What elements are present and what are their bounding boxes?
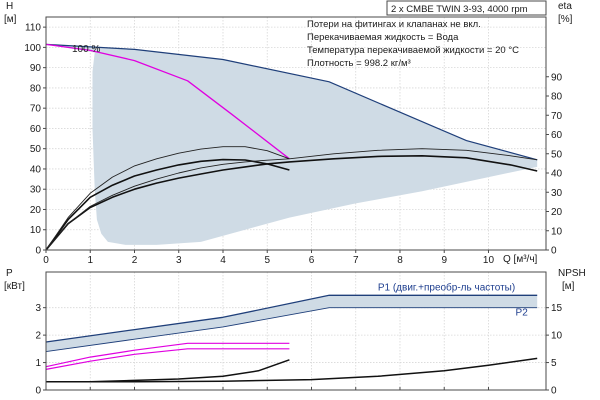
qh-plot: 0102030405060708090100110010203040506070… [24, 16, 563, 266]
top-y2-tick-label: 0 [551, 246, 557, 257]
top-y-tick-label: 40 [30, 164, 42, 175]
top-x-tick-label: 1 [87, 255, 93, 266]
top-y-axis-label: H [6, 1, 13, 12]
top-y2-axis-unit: [%] [558, 14, 573, 25]
bottom-y-tick-label: 0 [35, 386, 41, 397]
top-y2-tick-label: 70 [551, 111, 563, 122]
top-y2-tick-label: 20 [551, 207, 563, 218]
qh-series-line-4 [45, 146, 290, 251]
top-y2-tick-label: 80 [551, 92, 563, 103]
info-line-4: Плотность = 998.2 кг/м³ [307, 58, 411, 69]
power-series-line-0 [45, 294, 538, 343]
power-series-label-1: P2 [516, 307, 529, 318]
power-series-label-0: P1 (двиг.+преобр-ль частоты) [378, 282, 515, 294]
top-y-tick-label: 100 [24, 43, 41, 54]
top-y2-tick-label: 50 [551, 149, 563, 160]
curve-percentage-label: 100 % [72, 44, 100, 55]
bottom-y-tick-label: 1 [35, 358, 41, 369]
bottom-y-tick-label: 3 [35, 303, 41, 314]
power-envelope-area [46, 295, 538, 352]
top-y-tick-label: 70 [30, 104, 42, 115]
qh-series-line-0 [45, 43, 290, 160]
qh-series-line-2 [45, 158, 290, 251]
power-npsh-plot: 0 1 2 3 0 5 10 15 P1 (двиг.+преобр-ль частоты) P2 [35, 271, 563, 397]
top-x-tick-label: 2 [132, 255, 138, 266]
power-series-line-5 [46, 357, 538, 383]
top-y-tick-label: 110 [25, 23, 41, 34]
power-series-line-2 [45, 342, 290, 368]
top-y-tick-label: 30 [30, 185, 42, 196]
top-x-tick-label: 5 [264, 255, 270, 266]
bottom-y-axis-unit: [кВт] [4, 281, 25, 292]
bottom-y2-tick-label: 10 [551, 331, 563, 342]
chart-texts: 2 x CMBE TWIN 3-93, 4000 rpm Потери на ф… [4, 0, 586, 292]
top-y2-axis-label: eta [558, 1, 572, 12]
top-y-tick-label: 0 [35, 246, 41, 257]
bottom-y-tick-label: 2 [35, 331, 41, 342]
max-curve-line [45, 43, 538, 161]
chart-title: 2 x CMBE TWIN 3-93, 4000 rpm [391, 4, 528, 15]
top-x-tick-label: 7 [353, 255, 359, 266]
bottom-y2-tick-label: 0 [551, 386, 557, 397]
top-y-tick-label: 50 [30, 144, 42, 155]
qh-series-line-1 [45, 155, 538, 251]
top-y-tick-label: 80 [30, 83, 42, 94]
power-series-line-3 [45, 348, 290, 370]
top-y2-tick-label: 30 [551, 188, 563, 199]
bottom-y2-axis-unit: [м] [562, 281, 575, 292]
top-x-axis-label: Q [м³/ч] [503, 254, 538, 265]
top-x-tick-label: 8 [397, 255, 403, 266]
top-x-tick-label: 4 [220, 255, 226, 266]
top-x-tick-label: 10 [483, 255, 495, 266]
title-box [386, 0, 547, 16]
top-x-tick-label: 6 [309, 255, 315, 266]
top-y2-tick-label: 90 [551, 72, 563, 83]
bottom-y2-tick-label: 5 [551, 358, 557, 369]
qh-series-line-3 [45, 148, 538, 251]
top-y2-tick-label: 40 [551, 169, 563, 180]
top-y2-tick-label: 10 [551, 226, 563, 237]
bottom-y-axis-label: P [6, 268, 13, 279]
top-y-tick-label: 10 [30, 225, 42, 236]
top-x-tick-label: 9 [441, 255, 447, 266]
top-x-tick-label: 0 [43, 255, 49, 266]
top-y-tick-label: 20 [30, 205, 42, 216]
top-y-tick-label: 60 [30, 124, 42, 135]
info-line-3: Температура перекачиваемой жидкости = 20… [307, 45, 519, 56]
bottom-y2-tick-label: 15 [551, 303, 563, 314]
power-series-line-1 [45, 307, 538, 353]
bottom-plot-frame [45, 271, 547, 391]
top-y2-tick-label: 60 [551, 130, 563, 141]
bottom-y2-axis-label: NPSH [558, 268, 586, 279]
top-y-axis-unit: [м] [4, 14, 17, 25]
top-x-tick-label: 3 [176, 255, 182, 266]
info-line-1: Потери на фитингах и клапанах не вкл. [307, 19, 481, 30]
operating-envelope-area [46, 44, 538, 245]
top-plot-frame [45, 16, 547, 251]
info-line-2: Перекачиваемая жидкость = Вода [307, 32, 459, 43]
top-y-tick-label: 90 [30, 63, 42, 74]
